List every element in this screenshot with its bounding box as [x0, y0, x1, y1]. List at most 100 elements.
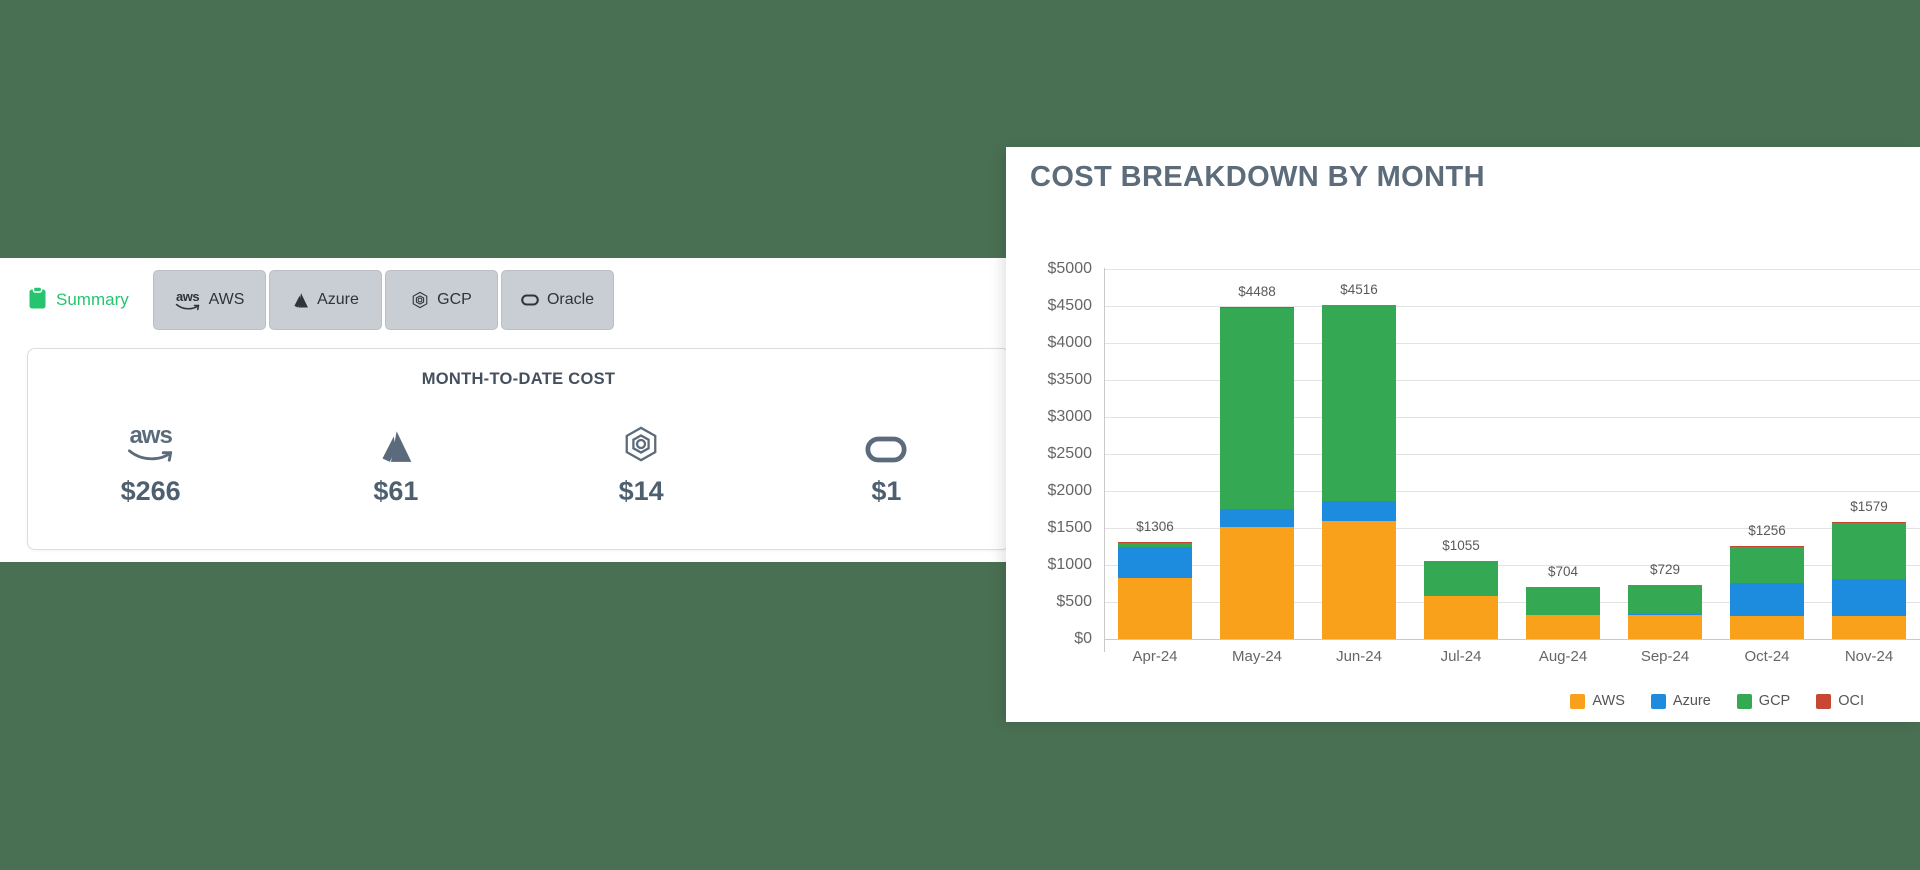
summary-panel: Summary aws AWS Azure: [0, 258, 1014, 562]
tab-aws-label: AWS: [208, 291, 245, 308]
month-to-date-card: MONTH-TO-DATE COST aws $266: [27, 348, 1010, 550]
bar-segment-gcp: [1526, 587, 1600, 616]
azure-icon: [292, 292, 309, 308]
bar-stack: [1628, 585, 1702, 639]
grid-line: [1104, 602, 1920, 603]
provider-col-aws: aws $266: [28, 421, 273, 507]
tab-summary[interactable]: Summary: [28, 270, 150, 330]
y-axis-tick-label: $0: [1074, 630, 1092, 647]
y-axis-tick-label: $500: [1056, 593, 1092, 610]
bar-segment-gcp: [1322, 305, 1396, 502]
bar-segment-azure: [1730, 582, 1804, 617]
oracle-mtd-cost: $1: [871, 476, 902, 506]
aws-logo-icon: aws: [126, 421, 176, 463]
bar-segment-gcp: [1424, 561, 1498, 597]
bar-segment-aws: [1832, 616, 1906, 639]
grid-line: [1104, 639, 1920, 640]
tab-gcp-label: GCP: [437, 291, 472, 308]
legend-item-oci[interactable]: OCI: [1816, 693, 1864, 709]
legend-label: GCP: [1758, 693, 1791, 709]
bar-segment-gcp: [1730, 546, 1804, 583]
gcp-logo-icon: [621, 421, 661, 463]
bar-segment-aws: [1730, 616, 1804, 639]
provider-col-gcp: $14: [519, 421, 764, 507]
bar-stack: [1322, 304, 1396, 639]
legend-swatch-gcp: [1736, 693, 1752, 709]
bar-slot-apr-24: $1306: [1104, 269, 1206, 639]
bar-segment-azure: [1118, 547, 1192, 579]
bar-segment-aws: [1628, 614, 1702, 639]
bar-slot-jul-24: $1055: [1410, 269, 1512, 639]
bar-stack: [1424, 560, 1498, 639]
bar-segment-azure: [1832, 578, 1906, 617]
chart-legend: AWS Azure GCP OCI: [1570, 693, 1864, 709]
bar-stack: [1526, 586, 1600, 639]
gcp-icon: [411, 291, 429, 309]
y-axis-line: [1104, 268, 1105, 652]
clipboard-icon: [28, 285, 47, 315]
grid-line: [1104, 417, 1920, 418]
bar-stack: [1118, 542, 1192, 639]
bar-stack: [1832, 522, 1906, 639]
y-axis-tick-label: $3000: [1047, 408, 1093, 425]
legend-label: AWS: [1592, 693, 1625, 709]
legend-swatch-azure: [1650, 693, 1666, 709]
y-axis-tick-label: $4500: [1047, 297, 1093, 314]
x-axis-labels: Apr-24 May-24 Jun-24 Jul-24 Aug-24 Sep-24 Oct-…: [1104, 648, 1920, 665]
x-axis-label: Jun-24: [1336, 648, 1382, 665]
bar-segment-oci: [1220, 306, 1294, 308]
provider-col-azure: $61: [273, 421, 518, 507]
x-axis-label: Aug-24: [1538, 648, 1588, 665]
providers-row: aws $266 $61: [28, 421, 1009, 507]
oracle-icon: [521, 294, 539, 306]
x-axis-label: Oct-24: [1744, 648, 1790, 665]
y-axis-tick-label: $1500: [1047, 519, 1093, 536]
legend-item-aws[interactable]: AWS: [1570, 693, 1625, 709]
tab-aws[interactable]: aws AWS: [153, 270, 266, 330]
grid-line: [1104, 528, 1920, 529]
provider-tabs: Summary aws AWS Azure: [28, 270, 614, 330]
grid-line: [1104, 306, 1920, 307]
x-axis-label: Jul-24: [1440, 648, 1482, 665]
bar-slot-oct-24: $1256: [1716, 269, 1818, 639]
y-axis-tick-label: $2500: [1047, 445, 1093, 462]
bar-stack: [1220, 306, 1294, 639]
bar-slot-aug-24: $704: [1512, 269, 1614, 639]
bar-total-label: $4516: [1340, 281, 1378, 297]
legend-label: Azure: [1672, 693, 1711, 709]
x-axis-label: May-24: [1231, 648, 1283, 665]
bar-segment-aws: [1220, 527, 1294, 639]
bar-total-label: $729: [1649, 562, 1681, 578]
tab-oracle[interactable]: Oracle: [501, 270, 614, 330]
aws-mtd-cost: $266: [120, 476, 181, 506]
tab-azure[interactable]: Azure: [269, 270, 382, 330]
bar-total-label: $4488: [1238, 283, 1276, 299]
bar-segment-aws: [1526, 615, 1600, 639]
bar-segment-aws: [1118, 578, 1192, 639]
bar-segment-aws: [1424, 596, 1498, 639]
grid-line: [1104, 454, 1920, 455]
bar-total-label: $1306: [1136, 519, 1174, 535]
grid-line: [1104, 269, 1920, 270]
bar-segment-aws: [1322, 520, 1396, 639]
card-title: MONTH-TO-DATE COST: [421, 370, 616, 388]
y-axis-tick-label: $2000: [1047, 482, 1093, 499]
provider-col-oracle: $1: [764, 421, 1009, 507]
legend-item-azure[interactable]: Azure: [1650, 693, 1711, 709]
bar-segment-gcp: [1832, 523, 1906, 579]
tab-gcp[interactable]: GCP: [385, 270, 498, 330]
legend-item-gcp[interactable]: GCP: [1736, 693, 1791, 709]
x-axis-label: Nov-24: [1844, 648, 1894, 665]
y-axis-tick-label: $4000: [1047, 334, 1093, 351]
azure-logo-icon: [377, 421, 414, 463]
x-axis-label: Sep-24: [1640, 648, 1690, 665]
bar-segment-azure: [1220, 509, 1294, 528]
tab-summary-label: Summary: [56, 290, 129, 309]
bar-segment-gcp: [1118, 542, 1192, 548]
bar-total-label: $1055: [1442, 537, 1480, 553]
bar-total-label: $1579: [1850, 499, 1888, 515]
bar-segment-oci: [1832, 522, 1906, 524]
bars-row: $1306 $4488 $4516 $1055 $704 $729 $1256 $1579: [1104, 269, 1920, 639]
bar-stack: [1730, 546, 1804, 639]
